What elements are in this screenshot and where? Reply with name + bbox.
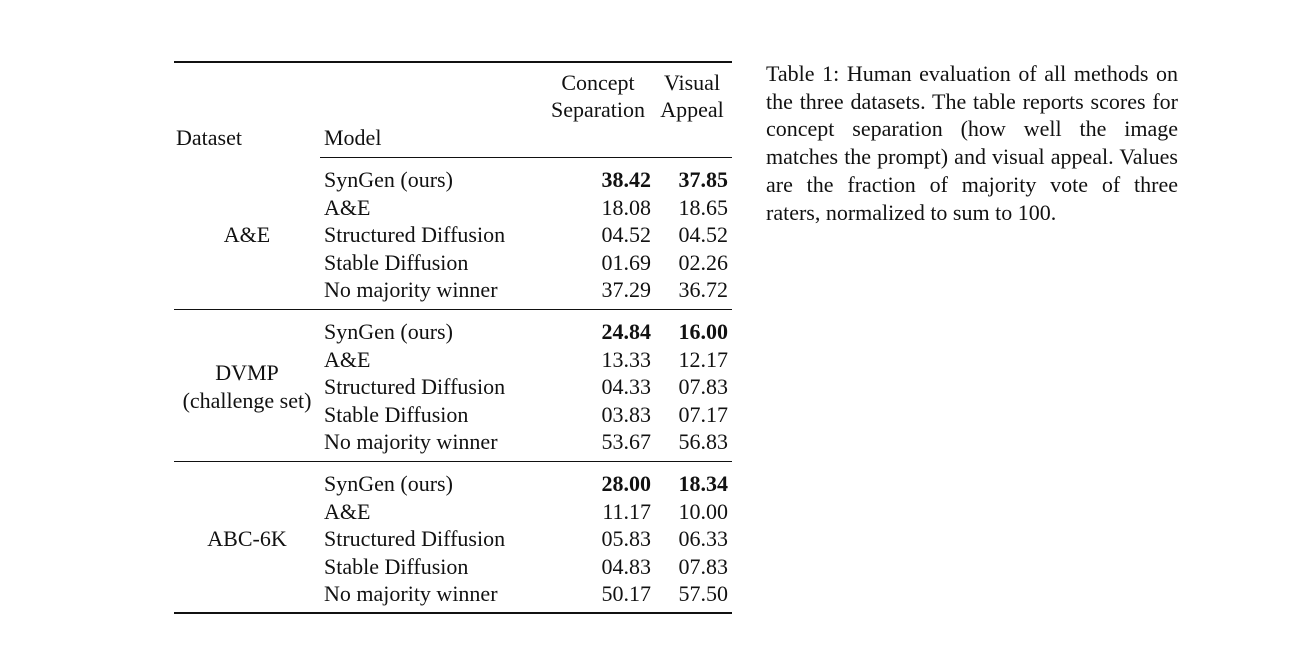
dataset-cell: DVMP <box>215 360 279 386</box>
model-cell: SynGen (ours) <box>324 167 453 192</box>
model-cell: A&E <box>324 498 371 524</box>
score-cell: 04.52 <box>678 222 729 248</box>
bottom-rule <box>174 612 732 614</box>
score-cell: 12.17 <box>678 346 729 372</box>
model-cell: A&E <box>324 194 371 220</box>
model-cell: Structured Diffusion <box>324 374 506 400</box>
header-cell: Appeal <box>660 97 724 122</box>
score-cell: 07.17 <box>678 401 729 427</box>
score-cell: 37.85 <box>678 167 729 192</box>
model-cell: SynGen (ours) <box>324 319 453 344</box>
model-cell: No majority winner <box>324 581 498 607</box>
group-rule <box>174 461 732 462</box>
score-cell: 07.83 <box>678 553 729 579</box>
model-cell: Structured Diffusion <box>324 222 506 248</box>
model-cell: Stable Diffusion <box>324 401 469 427</box>
score-cell: 13.33 <box>601 346 652 372</box>
score-cell: 36.72 <box>678 277 729 303</box>
score-cell: 06.33 <box>678 526 729 552</box>
model-cell: Stable Diffusion <box>324 553 469 579</box>
group-rule <box>174 309 732 310</box>
model-cell: Structured Diffusion <box>324 526 506 552</box>
score-cell: 16.00 <box>678 319 729 344</box>
score-cell: 56.83 <box>678 429 729 455</box>
header-rule <box>320 157 732 158</box>
score-cell: 18.34 <box>678 471 729 496</box>
score-cell: 38.42 <box>601 167 652 192</box>
score-cell: 03.83 <box>601 401 652 427</box>
score-cell: 04.52 <box>601 222 652 248</box>
score-cell: 53.67 <box>601 429 652 455</box>
model-cell: No majority winner <box>324 429 498 455</box>
score-cell: 11.17 <box>602 498 651 524</box>
score-cell: 05.83 <box>601 526 652 552</box>
score-cell: 18.08 <box>601 194 652 220</box>
dataset-cell: (challenge set) <box>182 388 312 414</box>
dataset-cell: ABC-6K <box>207 526 287 552</box>
caption: Table 1: Human evaluation of all methods… <box>766 61 1178 225</box>
score-cell: 02.26 <box>678 249 729 275</box>
header-cell: Model <box>324 125 382 150</box>
score-cell: 37.29 <box>601 277 652 303</box>
top-rule <box>174 61 732 63</box>
score-cell: 04.33 <box>601 374 652 400</box>
model-cell: A&E <box>324 346 371 372</box>
score-cell: 28.00 <box>601 471 652 496</box>
model-cell: Stable Diffusion <box>324 249 469 275</box>
header-cell: Concept <box>561 70 635 95</box>
header-cell: Dataset <box>176 125 242 150</box>
score-cell: 24.84 <box>601 319 652 344</box>
score-cell: 01.69 <box>601 249 652 275</box>
header-cell: Separation <box>550 97 646 122</box>
score-cell: 10.00 <box>678 498 729 524</box>
score-cell: 07.83 <box>678 374 729 400</box>
score-cell: 18.65 <box>678 194 729 220</box>
score-cell: 04.83 <box>601 553 652 579</box>
score-cell: 50.17 <box>601 581 652 607</box>
header-cell: Visual <box>663 70 721 95</box>
score-cell: 57.50 <box>678 581 729 607</box>
model-cell: No majority winner <box>324 277 498 303</box>
model-cell: SynGen (ours) <box>324 471 453 496</box>
dataset-cell: A&E <box>223 222 271 248</box>
